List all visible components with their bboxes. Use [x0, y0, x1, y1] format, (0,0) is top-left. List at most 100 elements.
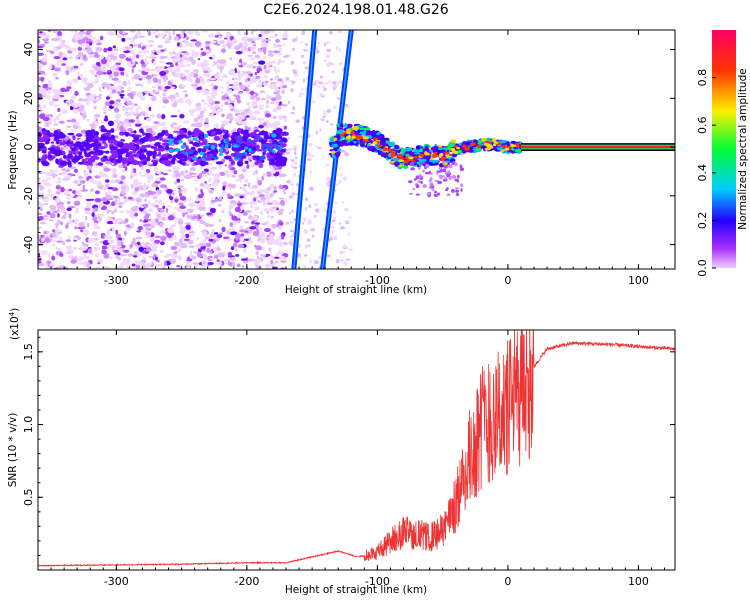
heatmap-noise-cell: [156, 259, 160, 263]
heatmap-signal-cell: [333, 137, 338, 141]
heatmap-noise-cell: [250, 186, 256, 190]
heatmap-noise-cell: [179, 205, 186, 210]
heatmap-noise-cell: [177, 219, 184, 225]
heatmap-noise-cell: [86, 203, 91, 208]
heatmap-noise-cell: [289, 183, 295, 186]
heatmap-noise-cell: [42, 116, 50, 122]
heatmap-noise-cell: [197, 248, 202, 253]
heatmap-noise-cell: [134, 187, 139, 192]
heatmap-noise-cell: [49, 64, 53, 70]
heatmap-noise-cell: [160, 241, 165, 246]
heatmap-noise-cell: [278, 221, 284, 226]
heatmap-signal-cell: [339, 122, 344, 128]
heatmap-noise-cell: [123, 106, 129, 112]
heatmap-noise-cell: [263, 30, 271, 34]
heatmap-noise-cell: [113, 173, 118, 179]
heatmap-noise-cell: [268, 247, 272, 252]
heatmap-noise-cell: [241, 265, 245, 268]
heatmap-noise-cell: [98, 202, 104, 208]
heatmap-band-cell: [187, 130, 192, 136]
heatmap-noise-cell: [127, 127, 133, 132]
heatmap-band-cell: [273, 155, 282, 161]
heatmap-noise-cell: [241, 186, 246, 191]
heatmap-band-cell: [40, 156, 47, 162]
heatmap-noise-cell: [137, 225, 144, 231]
heatmap-noise-cell: [153, 253, 157, 258]
snr-x-tick-label: 100: [628, 575, 649, 588]
heatmap-signal-cell: [404, 147, 411, 152]
heatmap-noise-cell: [200, 188, 203, 194]
heatmap-noise-cell: [52, 37, 60, 42]
heatmap-noise-cell: [254, 37, 262, 41]
heatmap-noise-cell: [187, 232, 195, 238]
heatmap-noise-cell: [267, 239, 274, 246]
heatmap-noise-cell: [265, 196, 272, 199]
heatmap-noise-cell: [108, 209, 112, 213]
heatmap-noise-cell: [50, 141, 55, 144]
heatmap-band-cell: [42, 134, 50, 140]
heatmap-noise-cell: [128, 119, 135, 123]
heatmap-noise-cell: [316, 49, 320, 54]
heatmap-noise-cell: [231, 39, 238, 44]
heatmap-noise-cell: [329, 237, 333, 241]
heatmap-noise-cell: [202, 261, 206, 264]
heatmap-noise-cell: [247, 37, 254, 43]
heatmap-noise-cell: [86, 222, 90, 228]
heatmap-noise-cell: [162, 173, 169, 176]
heatmap-band-cell: [125, 133, 129, 137]
heatmap-noise-cell: [132, 237, 136, 243]
heatmap-noise-cell: [283, 30, 288, 35]
heatmap-band-cell: [79, 146, 85, 152]
heatmap-noise-cell: [287, 147, 293, 151]
heatmap-noise-cell: [58, 236, 63, 240]
heatmap-noise-cell: [434, 193, 438, 198]
heatmap-band-cell: [254, 144, 259, 149]
heatmap-noise-cell: [256, 227, 264, 230]
heatmap-noise-cell: [86, 48, 93, 54]
heatmap-band-cell: [245, 153, 252, 157]
heatmap-noise-cell: [454, 187, 459, 190]
heatmap-noise-cell: [199, 214, 204, 217]
heatmap-noise-cell: [138, 161, 142, 168]
heatmap-noise-cell: [77, 71, 80, 76]
heatmap-noise-cell: [68, 56, 74, 60]
heatmap-noise-cell: [185, 224, 191, 230]
heatmap-noise-cell: [301, 126, 304, 131]
heatmap-band-cell: [115, 159, 122, 164]
heatmap-band-hot-cell: [271, 149, 276, 153]
heatmap-noise-cell: [142, 224, 150, 227]
heatmap-noise-cell: [333, 236, 338, 241]
heatmap-noise-cell: [338, 251, 344, 254]
heatmap-noise-cell: [116, 266, 123, 269]
heatmap-band-cell: [75, 141, 82, 147]
heatmap-noise-cell: [446, 173, 450, 178]
heatmap-noise-cell: [167, 215, 175, 221]
heatmap-noise-cell: [120, 189, 126, 195]
heatmap-noise-cell: [446, 193, 451, 197]
heatmap-noise-cell: [199, 182, 205, 187]
heatmap-noise-cell: [318, 81, 324, 85]
heatmap-noise-cell: [113, 195, 119, 199]
heatmap-noise-cell: [202, 62, 209, 67]
heatmap-noise-cell: [132, 190, 138, 196]
heatmap-band-cell: [146, 150, 154, 157]
heatmap-band-cell: [55, 158, 59, 164]
heatmap-band-hot-cell: [252, 139, 258, 143]
heatmap-noise-cell: [294, 38, 298, 43]
heatmap-noise-cell: [174, 242, 180, 247]
heatmap-noise-cell: [201, 99, 205, 103]
heatmap-noise-cell: [120, 175, 126, 180]
heatmap-noise-cell: [276, 221, 280, 228]
heatmap-noise-cell: [173, 206, 178, 210]
heatmap-noise-cell: [270, 101, 275, 105]
heatmap-noise-cell: [298, 92, 304, 96]
heatmap-noise-cell: [239, 179, 243, 183]
heatmap-band-cell: [77, 161, 85, 165]
heatmap-noise-cell: [150, 95, 157, 102]
heatmap-signal-cell: [500, 139, 507, 144]
heatmap-noise-cell: [288, 100, 291, 105]
heatmap-noise-cell: [117, 91, 122, 95]
heatmap-band-cell: [142, 161, 147, 165]
heatmap-noise-cell: [230, 246, 235, 251]
heatmap-noise-cell: [155, 170, 162, 175]
